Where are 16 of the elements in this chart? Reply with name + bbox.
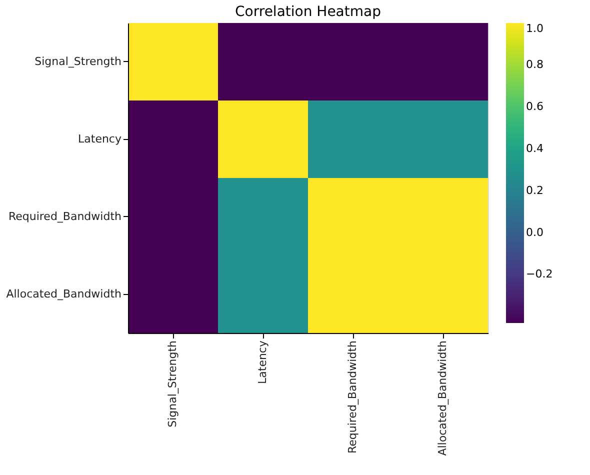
chart-title: Correlation Heatmap xyxy=(235,4,382,20)
x-tick-label: Signal_Strength xyxy=(166,340,179,428)
y-tick-label: Allocated_Bandwidth xyxy=(6,287,122,300)
x-tick-label: Required_Bandwidth xyxy=(346,340,359,454)
y-tick-label: Signal_Strength xyxy=(34,54,122,68)
y-tick-label: Latency xyxy=(78,132,122,146)
y-tick-label: Required_Bandwidth xyxy=(8,210,122,223)
color-bar-label: 0.8 xyxy=(526,58,544,71)
color-bar-label: −0.2 xyxy=(526,268,553,281)
color-bar-label: 0.2 xyxy=(526,184,544,197)
color-bar-label: 0.4 xyxy=(526,142,544,155)
color-bar-label: 0.6 xyxy=(526,100,544,113)
x-tick-label: Allocated_Bandwidth xyxy=(436,340,449,456)
x-tick-label: Latency xyxy=(256,340,269,384)
color-bar-label: 1.0 xyxy=(526,22,544,35)
color-bar-label: 0.0 xyxy=(526,226,544,239)
